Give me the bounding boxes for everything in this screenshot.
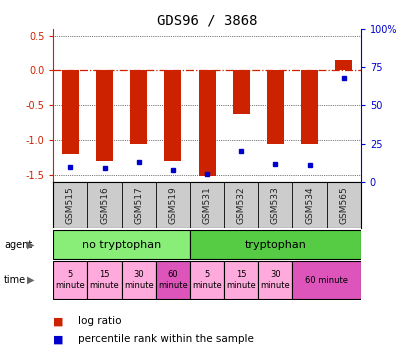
Text: GSM519: GSM519 bbox=[168, 186, 177, 224]
Title: GDS96 / 3868: GDS96 / 3868 bbox=[156, 14, 257, 27]
Text: 15
minute: 15 minute bbox=[90, 270, 119, 290]
Bar bbox=[155, 261, 189, 299]
Bar bbox=[53, 261, 87, 299]
Bar bbox=[62, 70, 79, 154]
Bar bbox=[87, 261, 121, 299]
Text: GSM516: GSM516 bbox=[100, 186, 109, 224]
Text: GSM531: GSM531 bbox=[202, 186, 211, 224]
Text: 30
minute: 30 minute bbox=[124, 270, 153, 290]
Bar bbox=[189, 230, 360, 259]
Bar bbox=[258, 261, 292, 299]
Text: 5
minute: 5 minute bbox=[55, 270, 85, 290]
Text: GSM532: GSM532 bbox=[236, 186, 245, 224]
Text: GSM534: GSM534 bbox=[304, 186, 313, 224]
Text: time: time bbox=[4, 275, 26, 285]
Text: GSM565: GSM565 bbox=[338, 186, 347, 224]
Text: tryptophan: tryptophan bbox=[244, 240, 306, 250]
Bar bbox=[198, 70, 215, 176]
Text: ■: ■ bbox=[53, 334, 64, 344]
Bar bbox=[130, 70, 147, 144]
Bar bbox=[164, 70, 181, 161]
Text: ▶: ▶ bbox=[27, 275, 34, 285]
Text: ▶: ▶ bbox=[27, 240, 34, 250]
Text: 60
minute: 60 minute bbox=[157, 270, 187, 290]
Bar bbox=[53, 230, 189, 259]
Text: 30
minute: 30 minute bbox=[260, 270, 290, 290]
Text: percentile rank within the sample: percentile rank within the sample bbox=[78, 334, 253, 344]
Text: 5
minute: 5 minute bbox=[192, 270, 221, 290]
Bar bbox=[96, 70, 113, 161]
Bar bbox=[266, 70, 283, 144]
Text: log ratio: log ratio bbox=[78, 316, 121, 326]
Bar bbox=[334, 60, 351, 70]
Bar bbox=[232, 70, 249, 114]
Bar bbox=[300, 70, 317, 144]
Text: 15
minute: 15 minute bbox=[226, 270, 256, 290]
Text: GSM517: GSM517 bbox=[134, 186, 143, 224]
Bar bbox=[224, 261, 258, 299]
Text: agent: agent bbox=[4, 240, 32, 250]
Text: GSM515: GSM515 bbox=[66, 186, 75, 224]
Text: ■: ■ bbox=[53, 316, 64, 326]
Bar bbox=[121, 261, 155, 299]
Text: GSM533: GSM533 bbox=[270, 186, 279, 224]
Bar bbox=[189, 261, 224, 299]
Text: no tryptophan: no tryptophan bbox=[82, 240, 161, 250]
Text: 60 minute: 60 minute bbox=[304, 276, 347, 285]
Bar bbox=[292, 261, 360, 299]
